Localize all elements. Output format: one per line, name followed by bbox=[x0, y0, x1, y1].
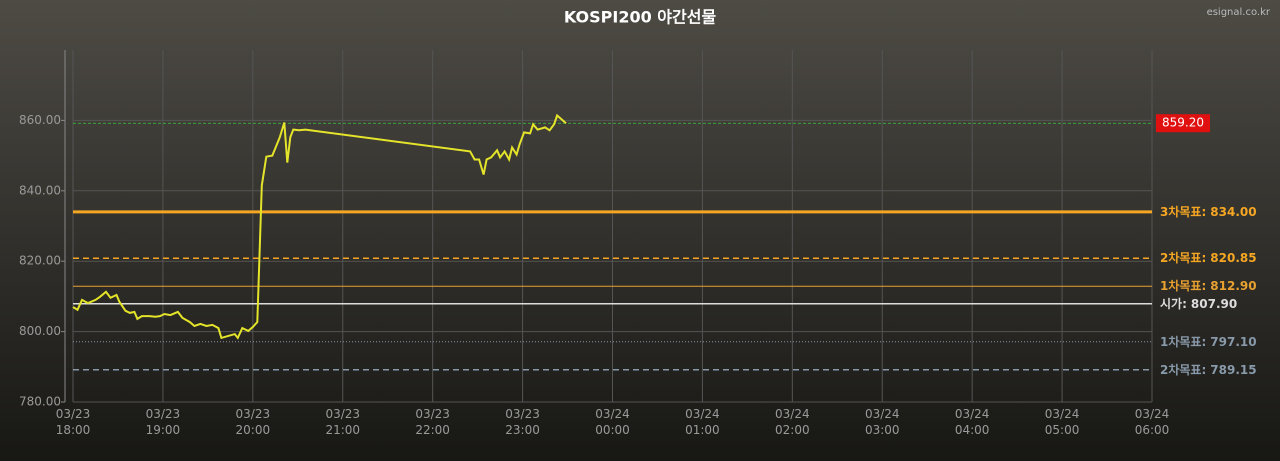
x-tick-label: 03/24 06:00 bbox=[1135, 407, 1170, 437]
reference-value: 797.10 bbox=[1210, 334, 1256, 348]
reference-value: 820.85 bbox=[1210, 251, 1256, 265]
y-tick-label: 860.00 bbox=[19, 113, 61, 127]
reference-value: 834.00 bbox=[1210, 204, 1256, 218]
chart-title: KOSPI200 야간선물 bbox=[564, 8, 717, 27]
reference-name: 3차목표: bbox=[1160, 203, 1206, 218]
x-tick-label: 03/23 23:00 bbox=[505, 407, 540, 437]
y-tick-label: 840.00 bbox=[19, 183, 61, 197]
reference-value: 812.90 bbox=[1210, 279, 1256, 293]
x-tick-label: 03/23 21:00 bbox=[325, 407, 360, 437]
x-tick-label: 03/24 01:00 bbox=[685, 407, 720, 437]
x-tick-label: 03/24 05:00 bbox=[1045, 407, 1080, 437]
y-tick-label: 820.00 bbox=[19, 254, 61, 268]
reference-name: 1차목표: bbox=[1160, 333, 1206, 348]
y-tick-label: 780.00 bbox=[19, 395, 61, 409]
reference-value: 807.90 bbox=[1191, 296, 1237, 310]
reference-label: 시가: 807.90 bbox=[1160, 295, 1237, 310]
x-tick-label: 03/24 04:00 bbox=[955, 407, 990, 437]
x-tick-label: 03/23 20:00 bbox=[236, 407, 271, 437]
reference-name: 1차목표: bbox=[1160, 278, 1206, 293]
x-tick-label: 03/23 18:00 bbox=[56, 407, 91, 437]
reference-name: 2차목표: bbox=[1160, 250, 1206, 265]
reference-name: 시가: bbox=[1160, 295, 1187, 310]
price-line bbox=[72, 113, 567, 340]
reference-label: 3차목표: 834.00 bbox=[1160, 203, 1257, 218]
x-tick-label: 03/23 19:00 bbox=[146, 407, 181, 437]
price-badge bbox=[1156, 114, 1210, 133]
reference-label: 2차목표: 820.85 bbox=[1160, 250, 1257, 265]
source: esignal.co.kr bbox=[1207, 7, 1271, 18]
price-label: 859.20 bbox=[1162, 116, 1204, 130]
x-tick-label: 03/23 22:00 bbox=[415, 407, 450, 437]
reference-value: 789.15 bbox=[1210, 362, 1256, 376]
reference-name: 2차목표: bbox=[1160, 361, 1206, 376]
y-tick-label: 800.00 bbox=[19, 324, 61, 338]
reference-label: 1차목표: 797.10 bbox=[1160, 333, 1257, 348]
x-tick-label: 03/24 00:00 bbox=[595, 407, 630, 437]
reference-label: 1차목표: 812.90 bbox=[1160, 278, 1257, 293]
x-tick-label: 03/24 03:00 bbox=[865, 407, 900, 437]
x-tick-label: 03/24 02:00 bbox=[775, 407, 810, 437]
reference-label: 2차목표: 789.15 bbox=[1160, 361, 1257, 376]
